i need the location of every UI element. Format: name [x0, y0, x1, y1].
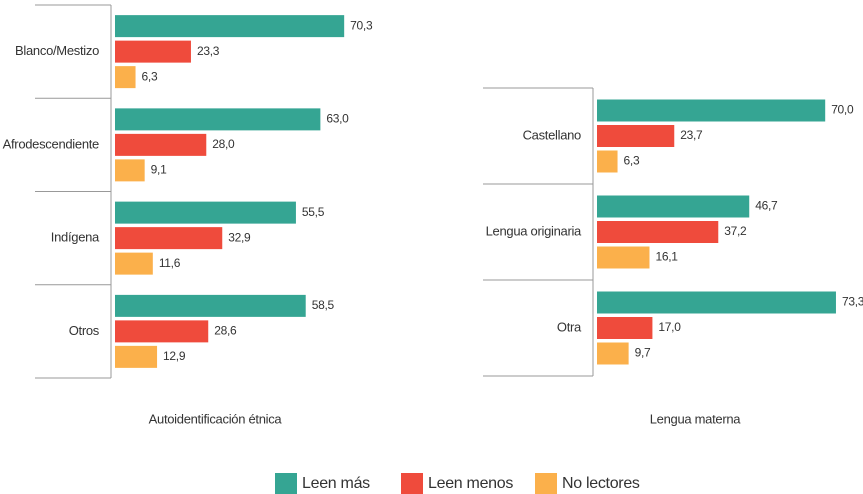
axis-title: Lengua materna — [650, 411, 742, 426]
category-label: Lengua originaria — [486, 223, 582, 238]
category-label: Castellano — [523, 127, 581, 142]
value-label: 6,3 — [142, 69, 158, 83]
category-label: Indígena — [51, 230, 100, 245]
value-label: 32,9 — [228, 230, 251, 244]
value-label: 17,0 — [658, 320, 681, 334]
legend-swatch — [401, 473, 423, 494]
value-label: 63,0 — [326, 112, 349, 126]
bar — [597, 150, 618, 173]
category-label: Otros — [69, 323, 100, 338]
legend-label: Leen menos — [428, 475, 513, 492]
value-label: 46,7 — [755, 199, 778, 213]
value-label: 28,6 — [214, 324, 237, 338]
bar — [597, 246, 650, 269]
axis-title: Autoidentificación étnica — [149, 411, 283, 426]
legend-swatch — [535, 473, 557, 494]
value-label: 23,7 — [680, 128, 703, 142]
category-label: Afrodescendiente — [3, 136, 99, 151]
value-label: 9,7 — [635, 346, 651, 360]
value-label: 55,5 — [302, 205, 325, 219]
bar — [597, 342, 629, 365]
bar — [115, 201, 296, 224]
bar — [597, 221, 719, 243]
value-label: 23,3 — [197, 44, 220, 58]
value-label: 37,2 — [724, 224, 747, 238]
value-label: 9,1 — [151, 163, 167, 177]
bar — [115, 227, 223, 250]
legend-label: No lectores — [562, 475, 640, 492]
bar — [597, 317, 653, 339]
category-label: Blanco/Mestizo — [15, 43, 99, 58]
bar — [597, 125, 675, 147]
value-label: 70,3 — [350, 18, 373, 32]
value-label: 28,0 — [212, 137, 235, 151]
value-label: 73,3 — [842, 295, 863, 309]
value-label: 12,9 — [163, 349, 186, 363]
bar — [115, 252, 153, 275]
value-label: 6,3 — [624, 154, 640, 168]
value-label: 16,1 — [655, 250, 678, 264]
bar — [597, 99, 826, 122]
category-label: Otra — [557, 319, 582, 334]
bar — [115, 66, 136, 89]
bar — [115, 320, 209, 343]
bar — [115, 159, 145, 182]
value-label: 70,0 — [831, 103, 854, 117]
bar — [597, 291, 836, 314]
legend-swatch — [275, 473, 297, 494]
bar — [597, 195, 750, 218]
legend-label: Leen más — [302, 475, 370, 492]
value-label: 58,5 — [312, 298, 335, 312]
bar — [115, 15, 345, 38]
bar — [115, 40, 191, 63]
bar — [115, 133, 207, 156]
bar — [115, 345, 158, 368]
bar — [115, 294, 306, 317]
bar — [115, 108, 321, 131]
value-label: 11,6 — [159, 256, 181, 270]
